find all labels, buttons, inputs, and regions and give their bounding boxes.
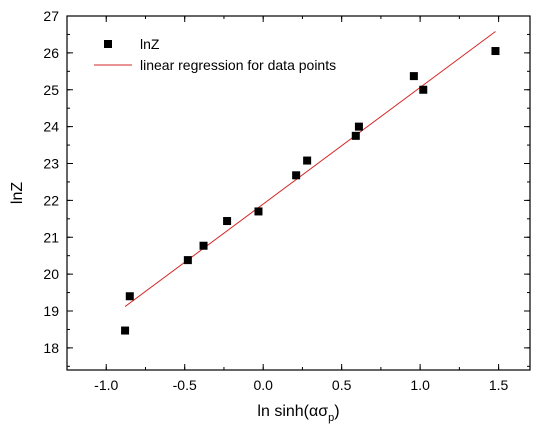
data-point	[354, 122, 363, 131]
x-tick-label: -0.5	[173, 377, 197, 393]
x-tick-label: 1.0	[410, 377, 430, 393]
y-axis-label: lnZ	[9, 182, 26, 204]
data-point	[183, 256, 192, 265]
legend-marker-square	[104, 40, 112, 48]
x-axis-label: ln sinh(ασp)	[257, 403, 339, 424]
data-point	[491, 47, 500, 56]
data-point	[409, 72, 418, 81]
plot-frame	[66, 15, 531, 371]
y-tick-label: 25	[43, 82, 59, 98]
data-point	[351, 131, 360, 140]
y-tick-label: 19	[43, 303, 59, 319]
y-tick-label: 20	[43, 266, 59, 282]
data-point	[419, 85, 428, 94]
legend-label: lnZ	[140, 36, 160, 52]
y-tick-label: 24	[43, 119, 59, 135]
data-point	[125, 292, 134, 301]
y-tick-label: 22	[43, 192, 59, 208]
y-tick-label: 26	[43, 45, 59, 61]
x-tick-label: 0.5	[332, 377, 352, 393]
x-tick-label: -1.0	[94, 377, 118, 393]
data-point	[223, 217, 232, 226]
y-tick-label: 27	[43, 8, 59, 24]
data-point	[303, 156, 312, 165]
data-point	[199, 241, 208, 250]
data-point	[254, 207, 263, 216]
data-point	[292, 171, 301, 180]
y-tick-label: 21	[43, 229, 59, 245]
y-tick-label: 18	[43, 340, 59, 356]
x-tick-label: 0.0	[253, 377, 273, 393]
legend-label: linear regression for data points	[140, 57, 336, 73]
data-point	[121, 326, 130, 335]
y-tick-label: 23	[43, 156, 59, 172]
x-tick-label: 1.5	[489, 377, 509, 393]
